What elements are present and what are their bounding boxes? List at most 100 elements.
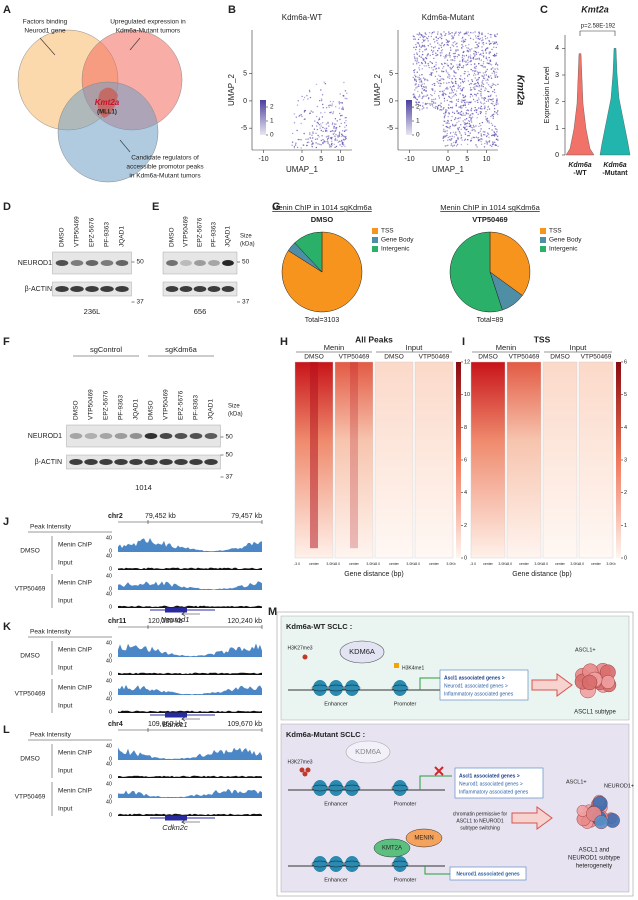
umap-cell (438, 44, 440, 46)
umap-cell (344, 122, 346, 124)
umap-cell (316, 138, 318, 140)
umap-cell (473, 50, 475, 52)
umap-cell (490, 34, 493, 36)
umap-cell (448, 52, 451, 54)
umap-cell (335, 106, 337, 108)
umap-cell (433, 106, 435, 109)
umap-cell (481, 108, 483, 110)
umap-cell (454, 59, 456, 62)
umap-cell (490, 115, 492, 118)
umap-cell (415, 87, 417, 89)
umap-cell (301, 95, 303, 98)
coverage-track (118, 684, 262, 695)
umap-cell (325, 107, 328, 109)
umap-cell (487, 84, 490, 86)
umap-cell (412, 63, 414, 65)
umap-cell (431, 72, 434, 74)
umap-cell (341, 140, 343, 142)
umap-cell (422, 57, 424, 60)
umap-cell (338, 135, 341, 137)
umap-cell (461, 54, 464, 56)
umap-cell (295, 116, 297, 118)
umap-cell (485, 141, 488, 143)
umap-cell (424, 32, 426, 34)
umap-cell (450, 119, 452, 122)
umap-cell (487, 98, 489, 101)
nucleosome (345, 780, 359, 796)
umap-cell (492, 98, 494, 100)
umap-cell (319, 99, 321, 102)
umap-cell (480, 134, 482, 136)
umap-cell (460, 110, 463, 113)
colorbar-label: 6 (464, 457, 467, 463)
umap-cell (325, 127, 328, 129)
umap-cell (494, 144, 496, 146)
umap-cell (460, 128, 462, 130)
gene-name: Bahcc1 (162, 720, 187, 729)
umap-cell (476, 47, 478, 49)
scale-label: 0 (109, 653, 112, 659)
scale-label: 40 (106, 573, 112, 579)
umap-cell (443, 66, 445, 68)
umap-cell (493, 134, 495, 137)
umap-cell (451, 35, 453, 37)
row-label: β-ACTIN (35, 459, 62, 466)
umap-cell (463, 60, 465, 62)
heatmap-title: TSS (534, 334, 551, 344)
umap-cell (470, 121, 473, 123)
umap-cell (496, 52, 498, 55)
umap-cell (445, 93, 447, 96)
colorbar-label: 1 (624, 523, 627, 529)
umap-cell (497, 83, 499, 86)
umap-cell (488, 120, 490, 122)
umap-cell (468, 44, 470, 46)
umap-cell (334, 138, 337, 140)
umap-cell (482, 56, 485, 58)
pie-total: Total=3103 (305, 317, 340, 324)
umap-cell (488, 136, 490, 139)
umap-cell (417, 96, 420, 98)
umap-cell (448, 122, 450, 125)
umap-cell (485, 42, 488, 44)
umap-cell (467, 135, 469, 137)
umap-cell (478, 57, 480, 59)
big-arrow (511, 806, 553, 830)
umap-cell (421, 41, 423, 44)
umap-cell (470, 107, 473, 110)
umap-cell (435, 71, 438, 73)
umap-cell (418, 79, 420, 81)
umap-cell (481, 75, 483, 77)
umap-cell (295, 142, 297, 144)
band (55, 286, 69, 292)
umap-cell (460, 144, 463, 146)
umap-cell (312, 132, 314, 134)
umap-cell (470, 63, 472, 66)
umap-cell (335, 123, 337, 125)
umap-cell (468, 116, 470, 118)
umap-cell (451, 106, 454, 108)
mark (394, 663, 399, 668)
umap-cell (419, 109, 421, 111)
umap-cell (488, 98, 491, 101)
sample-label: VTP50469 (419, 354, 450, 361)
umap-cell (455, 94, 458, 97)
umap-cell (453, 141, 455, 144)
row-label: Input (58, 598, 73, 605)
umap-cell (449, 54, 451, 57)
umap-cell (428, 66, 430, 69)
umap-cell (486, 143, 488, 145)
size-label: 50 (137, 259, 145, 266)
umap-cell (312, 143, 314, 145)
umap-cell (462, 100, 465, 102)
umap-cell (444, 62, 446, 65)
umap-cell (436, 39, 438, 42)
umap-cell (476, 43, 478, 46)
umap-cell (467, 103, 470, 105)
enzyme (339, 640, 385, 664)
umap-cell (455, 43, 457, 45)
scale-label: 40 (106, 591, 112, 597)
umap-cell (494, 111, 496, 113)
umap-cell (472, 113, 474, 115)
umap-cell (462, 65, 465, 67)
nucleosome (345, 856, 359, 872)
